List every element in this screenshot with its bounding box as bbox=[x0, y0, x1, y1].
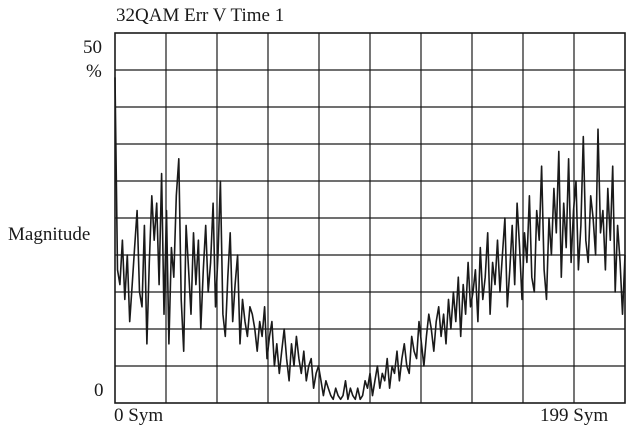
plot-frame bbox=[114, 32, 626, 404]
x-axis-end-label: 199 Sym bbox=[540, 405, 609, 426]
y-axis-unit-label: % bbox=[86, 61, 102, 82]
x-axis-start-label: 0 Sym bbox=[114, 405, 164, 426]
error-magnitude-trace bbox=[114, 77, 626, 401]
y-axis-min-label: 0 bbox=[94, 380, 104, 401]
chart-title: 32QAM Err V Time 1 bbox=[116, 5, 285, 26]
y-axis-max-label: 50 bbox=[83, 37, 102, 58]
y-axis-title: Magnitude bbox=[8, 224, 91, 245]
